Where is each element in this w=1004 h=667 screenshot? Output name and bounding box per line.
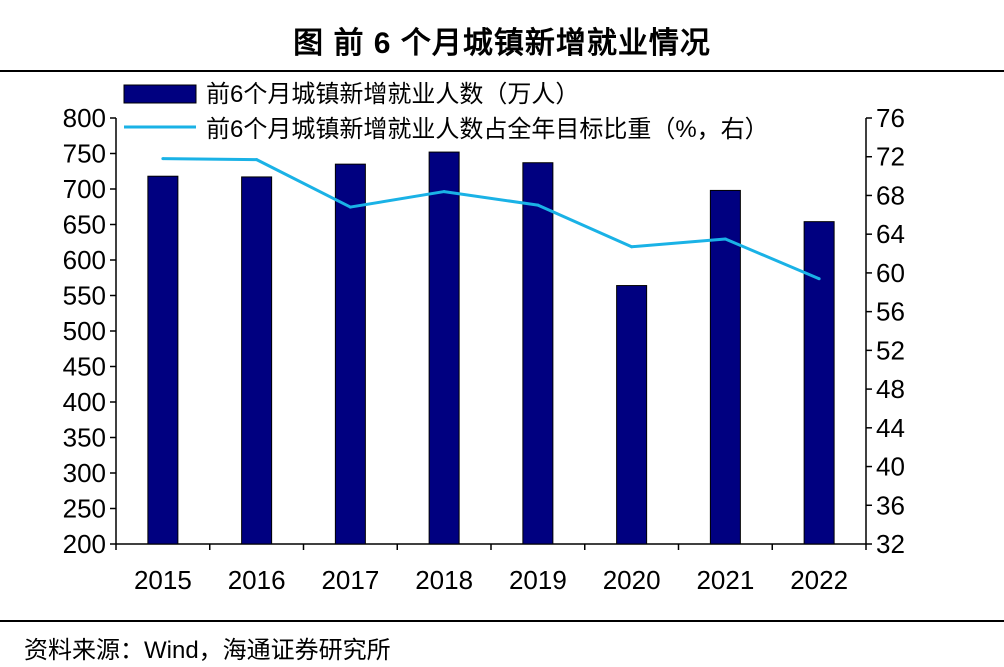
line-point	[817, 277, 821, 281]
bar	[241, 176, 273, 545]
line-point	[723, 237, 727, 241]
right-tick-label: 64	[876, 219, 905, 249]
bar-series	[147, 151, 835, 545]
x-tick-label: 2019	[509, 565, 567, 595]
legend: 前6个月城镇新增就业人数（万人） 前6个月城镇新增就业人数占全年目标比重（%，右…	[123, 81, 769, 143]
x-tick-label: 2015	[134, 565, 192, 595]
left-tick-label: 400	[63, 387, 106, 417]
left-tick-label: 750	[63, 139, 106, 169]
line-point	[161, 157, 165, 161]
source-note: 资料来源：Wind，海通证券研究所	[24, 637, 391, 664]
right-tick-label: 72	[876, 142, 905, 172]
bar	[147, 175, 179, 545]
right-tick-label: 40	[876, 452, 905, 482]
right-tick-label: 60	[876, 258, 905, 288]
right-tick-label: 76	[876, 103, 905, 133]
line-point	[348, 205, 352, 209]
left-tick-label: 650	[63, 210, 106, 240]
x-tick-label: 2022	[790, 565, 848, 595]
left-tick-label: 550	[63, 281, 106, 311]
bar	[334, 163, 366, 545]
left-tick-label: 700	[63, 174, 106, 204]
bar	[803, 221, 835, 545]
x-tick-label: 2018	[415, 565, 473, 595]
right-tick-label: 48	[876, 374, 905, 404]
right-tick-label: 44	[876, 413, 905, 443]
x-tick-label: 2017	[321, 565, 379, 595]
bar	[428, 151, 460, 545]
right-tick-label: 32	[876, 529, 905, 559]
line-point	[630, 245, 634, 249]
right-tick-label: 36	[876, 490, 905, 520]
chart-title: 图 前 6 个月城镇新增就业情况	[293, 27, 711, 60]
left-tick-label: 600	[63, 245, 106, 275]
x-tick-label: 2021	[696, 565, 754, 595]
left-tick-label: 300	[63, 458, 106, 488]
line-series	[161, 157, 821, 281]
left-tick-label: 250	[63, 494, 106, 524]
line-point	[536, 203, 540, 207]
left-tick-label: 450	[63, 352, 106, 382]
left-tick-label: 350	[63, 423, 106, 453]
bar	[709, 189, 741, 545]
right-tick-label: 68	[876, 180, 905, 210]
x-tick-label: 2016	[228, 565, 286, 595]
left-tick-label: 500	[63, 316, 106, 346]
right-tick-label: 52	[876, 335, 905, 365]
legend-bar-label: 前6个月城镇新增就业人数（万人）	[206, 81, 579, 108]
line-path	[162, 157, 820, 281]
legend-bar-swatch	[123, 84, 197, 104]
legend-line-label: 前6个月城镇新增就业人数占全年目标比重（%，右）	[206, 116, 769, 143]
top-rule	[0, 70, 1004, 72]
bar	[616, 285, 648, 545]
bar	[522, 162, 554, 545]
left-tick-label: 200	[63, 529, 106, 559]
line-point	[255, 158, 259, 162]
bottom-rule	[0, 620, 1004, 622]
axes: 200 250 300 350 400 450 500 550 600 650 700 750 800 3…	[63, 103, 905, 595]
left-tick-label: 800	[63, 103, 106, 133]
right-tick-label: 56	[876, 297, 905, 327]
x-tick-label: 2020	[603, 565, 661, 595]
line-point	[442, 190, 446, 194]
